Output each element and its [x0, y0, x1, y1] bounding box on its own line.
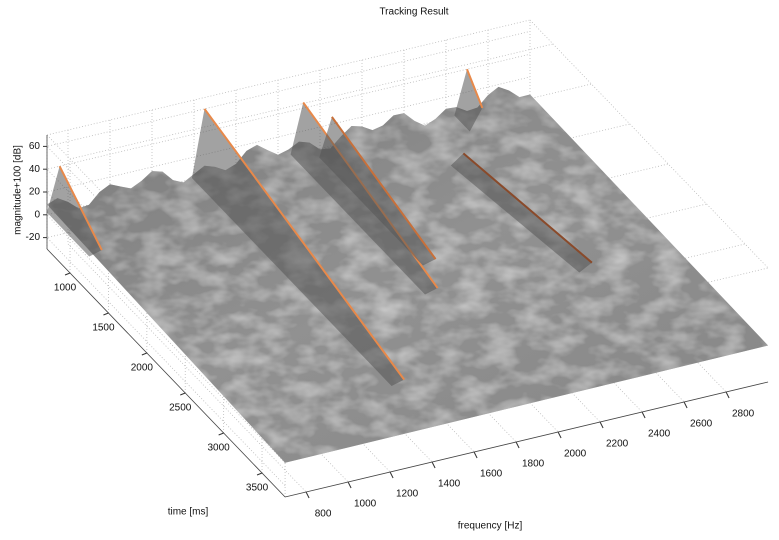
x-tick: [684, 402, 687, 408]
x-tick-label: 2800: [732, 409, 755, 420]
y-axis-label: time [ms]: [168, 507, 209, 518]
x-tick-label: 1400: [438, 479, 461, 490]
x-tick: [726, 392, 729, 398]
x-tick: [516, 442, 519, 448]
x-tick: [642, 412, 645, 418]
y-tick-label: 2500: [169, 403, 192, 414]
chart: Tracking Result frequency [Hz] time [ms]…: [0, 0, 779, 535]
z-tick-label: -20: [26, 232, 41, 243]
x-tick: [432, 462, 435, 468]
z-tick-label: 60: [29, 141, 41, 152]
x-tick-label: 1600: [480, 469, 503, 480]
z-tick-label: 20: [29, 187, 41, 198]
y-tick: [219, 433, 224, 435]
y-tick: [103, 313, 108, 315]
x-tick-label: 2000: [564, 449, 587, 460]
chart-title: Tracking Result: [379, 7, 448, 18]
x-tick-label: 1800: [522, 459, 545, 470]
y-tick: [65, 273, 70, 275]
x-tick-label: 800: [315, 509, 332, 520]
x-tick-label: 2400: [648, 429, 671, 440]
x-axis-label: frequency [Hz]: [458, 521, 523, 532]
z-tick-label: 0: [34, 209, 40, 220]
x-tick: [474, 452, 477, 458]
y-tick-label: 3000: [208, 443, 231, 454]
x-tick-label: 2200: [606, 439, 629, 450]
y-tick-label: 2000: [131, 363, 154, 374]
x-tick: [558, 432, 561, 438]
x-tick-label: 1200: [396, 489, 419, 500]
z-axis-label: magnitude+100 [dB]: [13, 145, 24, 235]
x-tick-label: 1000: [354, 499, 377, 510]
y-tick: [257, 473, 262, 475]
x-tick: [600, 422, 603, 428]
x-tick: [348, 482, 351, 488]
y-tick-label: 1000: [54, 283, 77, 294]
x-tick: [390, 472, 393, 478]
y-tick: [142, 353, 147, 355]
y-tick-label: 1500: [92, 323, 115, 334]
z-tick-label: 40: [29, 164, 41, 175]
x-tick-label: 2600: [690, 419, 713, 430]
y-tick: [180, 393, 185, 395]
y-tick-label: 3500: [246, 483, 269, 494]
x-tick: [306, 492, 309, 498]
